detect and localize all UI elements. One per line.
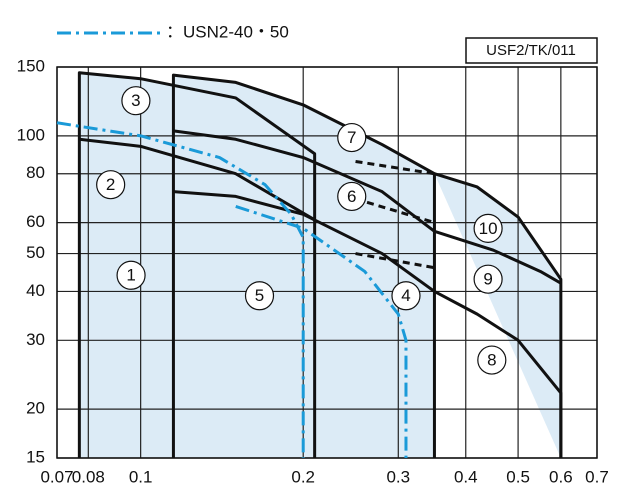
region-fill — [173, 75, 435, 458]
region-badge — [477, 345, 507, 375]
region-fill — [434, 173, 561, 458]
curve — [235, 204, 408, 458]
x-tick-label: 0.08 — [72, 467, 105, 486]
y-tick-label: 30 — [26, 330, 45, 349]
curve — [173, 129, 436, 233]
region-badge — [337, 181, 367, 212]
plot-frame — [56, 66, 598, 459]
region-label: 3 — [131, 91, 140, 110]
region-badge — [244, 281, 275, 311]
region-badge — [116, 260, 146, 290]
curve — [173, 190, 436, 293]
x-tick-label: 0.7 — [585, 467, 609, 486]
region-label: 9 — [483, 270, 492, 289]
x-tick-label: 0.1 — [129, 467, 153, 486]
y-tick-label: 150 — [17, 56, 45, 75]
region-label: 2 — [106, 175, 115, 194]
region-label: 6 — [347, 187, 356, 206]
x-tick-label: 0.3 — [386, 467, 410, 486]
region-label: 4 — [401, 286, 410, 305]
legend-label: ：USN2-40・50 — [166, 22, 289, 41]
x-tick-label: 0.07 — [40, 467, 73, 486]
curve — [433, 229, 562, 285]
y-tick-label: 40 — [26, 281, 45, 300]
code-box — [465, 37, 598, 64]
region-label: 8 — [487, 351, 496, 370]
fill-layer — [79, 72, 561, 459]
region-badge — [96, 170, 126, 200]
x-tick-label: 0.6 — [549, 467, 573, 486]
region-badge — [473, 264, 503, 294]
x-tick-label: 0.2 — [291, 467, 315, 486]
line-layer: 1 2 3 4 5 6 7 8 9 10 — [56, 71, 563, 458]
curve — [355, 197, 435, 225]
region-label: 10 — [479, 219, 498, 238]
y-tick-label: 80 — [26, 163, 45, 182]
y-tick-label: 15 — [26, 447, 45, 466]
region-label: 7 — [347, 128, 356, 147]
region-badge — [391, 281, 421, 311]
y-tick-label: 60 — [26, 212, 45, 231]
curve — [355, 252, 435, 270]
y-tick-label: 20 — [26, 399, 45, 418]
x-tick-label: 0.4 — [454, 467, 478, 486]
grid-layer — [56, 66, 598, 459]
x-tick-label: 0.5 — [506, 467, 530, 486]
curve — [77, 71, 317, 458]
chart-code: USF2/TK/011 — [486, 42, 576, 59]
region-badge — [473, 213, 503, 243]
region-label: 1 — [126, 266, 135, 285]
region-badge — [121, 86, 151, 116]
curve — [433, 290, 563, 458]
y-tick-label: 50 — [26, 243, 45, 262]
region-label: 5 — [255, 286, 264, 305]
curve — [434, 172, 563, 458]
region-badge — [337, 122, 367, 153]
curve — [56, 121, 305, 458]
y-tick-label: 100 — [17, 125, 45, 144]
curve — [355, 159, 435, 176]
